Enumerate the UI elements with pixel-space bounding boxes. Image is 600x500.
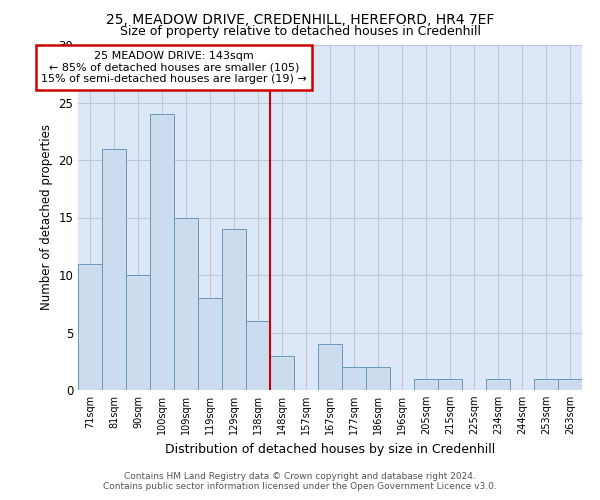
Bar <box>102 148 126 390</box>
Bar <box>246 321 270 390</box>
Bar <box>342 367 366 390</box>
Bar <box>126 275 150 390</box>
Bar <box>198 298 222 390</box>
X-axis label: Distribution of detached houses by size in Credenhill: Distribution of detached houses by size … <box>165 442 495 456</box>
Bar <box>366 367 390 390</box>
Bar <box>414 378 438 390</box>
Bar <box>174 218 198 390</box>
Bar <box>486 378 510 390</box>
Text: 25 MEADOW DRIVE: 143sqm
← 85% of detached houses are smaller (105)
15% of semi-d: 25 MEADOW DRIVE: 143sqm ← 85% of detache… <box>41 51 307 84</box>
Bar <box>222 229 246 390</box>
Bar <box>78 264 102 390</box>
Text: Contains HM Land Registry data © Crown copyright and database right 2024.
Contai: Contains HM Land Registry data © Crown c… <box>103 472 497 491</box>
Bar <box>150 114 174 390</box>
Y-axis label: Number of detached properties: Number of detached properties <box>40 124 53 310</box>
Text: 25, MEADOW DRIVE, CREDENHILL, HEREFORD, HR4 7EF: 25, MEADOW DRIVE, CREDENHILL, HEREFORD, … <box>106 12 494 26</box>
Bar <box>558 378 582 390</box>
Text: Size of property relative to detached houses in Credenhill: Size of property relative to detached ho… <box>119 25 481 38</box>
Bar <box>438 378 462 390</box>
Bar <box>270 356 294 390</box>
Bar <box>318 344 342 390</box>
Bar <box>534 378 558 390</box>
